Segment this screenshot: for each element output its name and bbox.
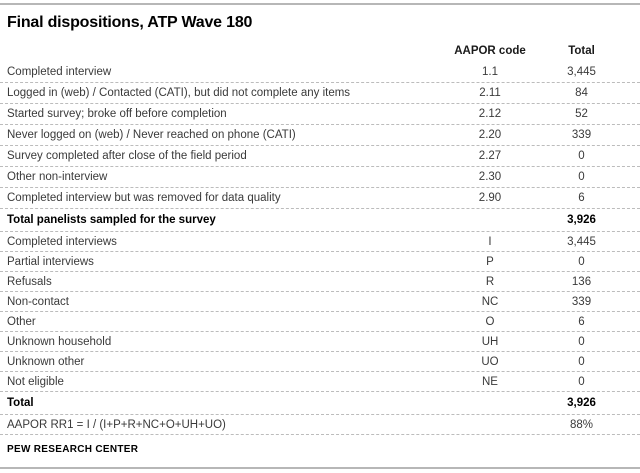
row-label: Survey completed after close of the fiel… bbox=[7, 150, 247, 162]
row-label: Unknown household bbox=[7, 335, 112, 348]
row-total: 339 bbox=[571, 129, 592, 141]
row-code: 2.90 bbox=[478, 192, 502, 204]
row-total: 84 bbox=[575, 87, 588, 99]
row-label: Partial interviews bbox=[7, 255, 94, 268]
row-code: NE bbox=[482, 375, 498, 388]
row-total: 0 bbox=[578, 255, 585, 268]
row-total: 52 bbox=[575, 108, 588, 120]
row-label: Other non-interview bbox=[7, 171, 108, 183]
row-code: 2.30 bbox=[478, 171, 502, 183]
row-total: 3,445 bbox=[567, 235, 596, 248]
table-row: Other O 6 bbox=[0, 312, 640, 332]
row-label: Other bbox=[7, 315, 36, 328]
top-rule bbox=[0, 3, 640, 5]
row-label: Completed interviews bbox=[7, 235, 117, 248]
table-row: Logged in (web) / Contacted (CATI), but … bbox=[0, 83, 640, 104]
row-total: 3,926 bbox=[567, 397, 596, 409]
row-label: Total bbox=[7, 397, 34, 409]
table-row: Unknown other UO 0 bbox=[0, 352, 640, 372]
table-row: Non-contact NC 339 bbox=[0, 292, 640, 312]
table-row: Total panelists sampled for the survey 3,… bbox=[0, 209, 640, 232]
row-code: UH bbox=[481, 335, 499, 348]
table-row: Completed interviews I 3,445 bbox=[0, 232, 640, 252]
table-row: Started survey; broke off before complet… bbox=[0, 104, 640, 125]
row-code: O bbox=[485, 315, 495, 328]
row-label: Refusals bbox=[7, 275, 52, 288]
table-row: Completed interview 1.1 3,445 bbox=[0, 62, 640, 83]
row-code: 2.11 bbox=[479, 87, 501, 99]
table-row: Unknown household UH 0 bbox=[0, 332, 640, 352]
row-total: 6 bbox=[578, 192, 585, 204]
row-code: 2.12 bbox=[478, 108, 502, 120]
row-code: UO bbox=[481, 355, 499, 368]
row-code: I bbox=[488, 235, 492, 248]
table-row: AAPOR RR1 = I / (I+P+R+NC+O+UH+UO) 88% bbox=[0, 415, 640, 435]
header-aapor-code: AAPOR code bbox=[454, 45, 526, 57]
row-label: Completed interview bbox=[7, 66, 112, 78]
table-row: Completed interview but was removed for … bbox=[0, 188, 640, 209]
bottom-rule bbox=[0, 467, 640, 469]
row-total: 3,445 bbox=[567, 66, 596, 78]
row-label: AAPOR RR1 = I / (I+P+R+NC+O+UH+UO) bbox=[7, 418, 226, 431]
row-total: 0 bbox=[578, 375, 585, 388]
table-row: Never logged on (web) / Never reached on… bbox=[0, 125, 640, 146]
row-total: 3,926 bbox=[567, 214, 596, 226]
table-row: Partial interviews P 0 bbox=[0, 252, 640, 272]
row-total: 339 bbox=[571, 295, 592, 308]
table-header-row: AAPOR code Total bbox=[0, 43, 640, 59]
table-rows: Completed interview 1.1 3,445 Logged in (we… bbox=[0, 62, 640, 435]
row-total: 88% bbox=[569, 418, 594, 431]
table-row: Other non-interview 2.30 0 bbox=[0, 167, 640, 188]
table-row: Survey completed after close of the fiel… bbox=[0, 146, 640, 167]
table-row: Refusals R 136 bbox=[0, 272, 640, 292]
row-label: Started survey; broke off before complet… bbox=[7, 108, 227, 120]
row-label: Not eligible bbox=[7, 375, 64, 388]
table-row: Not eligible NE 0 bbox=[0, 372, 640, 392]
row-label: Total panelists sampled for the survey bbox=[7, 214, 216, 226]
row-code: NC bbox=[481, 295, 499, 308]
row-code: R bbox=[485, 275, 495, 288]
row-label: Non-contact bbox=[7, 295, 70, 308]
row-label: Never logged on (web) / Never reached on… bbox=[7, 129, 296, 141]
row-code: 2.27 bbox=[478, 150, 502, 162]
table-row: Total 3,926 bbox=[0, 392, 640, 415]
row-label: Unknown other bbox=[7, 355, 85, 368]
row-total: 0 bbox=[578, 171, 585, 183]
row-total: 6 bbox=[578, 315, 585, 328]
source-attribution: PEW RESEARCH CENTER bbox=[7, 444, 139, 455]
header-total: Total bbox=[568, 45, 595, 57]
row-total: 0 bbox=[578, 335, 585, 348]
row-label: Completed interview but was removed for … bbox=[7, 192, 281, 204]
row-label: Logged in (web) / Contacted (CATI), but … bbox=[7, 87, 351, 99]
figure-title: Final dispositions, ATP Wave 180 bbox=[7, 14, 253, 31]
row-code: 1.1 bbox=[482, 66, 498, 78]
row-total: 0 bbox=[578, 150, 585, 162]
row-code: P bbox=[486, 255, 494, 268]
row-code: 2.20 bbox=[478, 129, 502, 141]
row-total: 0 bbox=[578, 355, 585, 368]
row-total: 136 bbox=[571, 275, 592, 288]
